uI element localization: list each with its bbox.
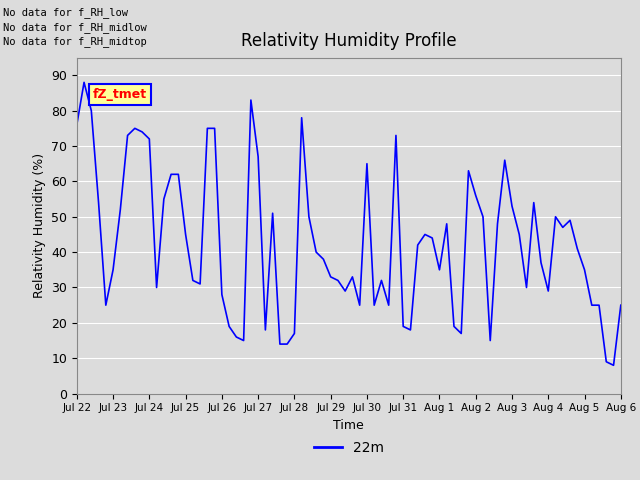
Text: No data for f_RH_midtop: No data for f_RH_midtop <box>3 36 147 47</box>
Text: No data for f_RH_midlow: No data for f_RH_midlow <box>3 22 147 33</box>
Title: Relativity Humidity Profile: Relativity Humidity Profile <box>241 33 456 50</box>
Y-axis label: Relativity Humidity (%): Relativity Humidity (%) <box>33 153 45 298</box>
Text: fZ_tmet: fZ_tmet <box>93 88 147 101</box>
Text: No data for f_RH_low: No data for f_RH_low <box>3 7 128 18</box>
Legend: 22m: 22m <box>308 435 389 461</box>
X-axis label: Time: Time <box>333 419 364 432</box>
